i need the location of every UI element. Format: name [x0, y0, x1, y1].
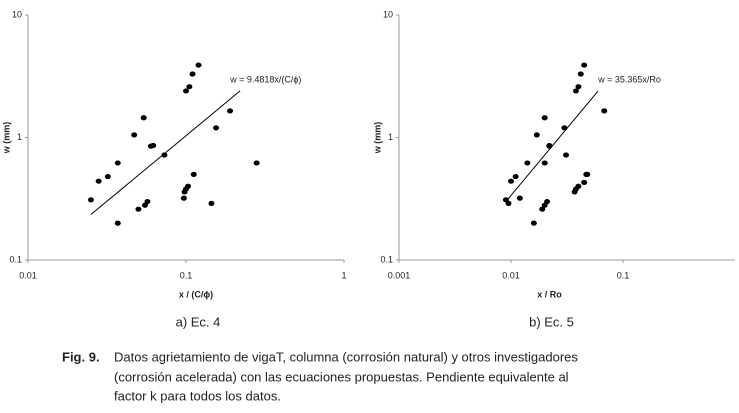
point — [144, 198, 151, 205]
point — [161, 152, 168, 158]
point — [544, 198, 551, 205]
x-tick-label: 0.1 — [180, 270, 193, 280]
point — [584, 171, 591, 177]
point — [530, 220, 537, 226]
point — [253, 160, 260, 166]
y-tick-label: 10 — [12, 9, 22, 19]
figure-caption: Datos agrietamiento de vigaT, columna (c… — [114, 349, 578, 364]
point — [183, 88, 189, 94]
y-axis-title: w (mm) — [372, 122, 382, 155]
caption: a) Ec. 4 — [176, 314, 221, 329]
point — [114, 160, 121, 166]
point — [563, 152, 570, 158]
trendline-equation: w = 9.4818x/(C/ϕ) — [229, 74, 301, 84]
point — [546, 142, 553, 149]
point — [601, 108, 608, 114]
y-tick-label: 0.1 — [9, 254, 22, 264]
point — [189, 71, 196, 77]
point — [135, 206, 142, 212]
point — [180, 195, 187, 201]
point — [577, 71, 584, 77]
y-tick-label: 1 — [388, 132, 393, 142]
x-tick-label: 0.1 — [617, 270, 630, 280]
x-tick-label: 0.01 — [502, 270, 520, 280]
point — [575, 84, 582, 90]
y-axis-title: w (mm) — [1, 122, 11, 155]
x-axis-title: x / Ro — [537, 289, 562, 299]
point — [95, 178, 102, 184]
y-tick-label: 1 — [17, 132, 22, 142]
point — [150, 142, 157, 149]
y-tick-label: 0.1 — [380, 254, 393, 264]
point — [581, 179, 588, 186]
point — [539, 206, 546, 212]
x-axis-title: x / (C/ϕ) — [179, 289, 213, 299]
point — [561, 125, 568, 131]
point — [541, 160, 548, 166]
point — [508, 178, 514, 184]
point — [190, 171, 197, 177]
figure-caption: (corrosión acelerada) con las ecuaciones… — [114, 369, 569, 384]
point — [581, 62, 588, 68]
trendline — [90, 90, 241, 215]
point — [227, 108, 234, 114]
point — [87, 197, 94, 203]
point — [186, 84, 193, 90]
point — [505, 200, 512, 206]
point — [104, 173, 111, 180]
point — [575, 183, 582, 189]
trendline — [505, 90, 599, 202]
point — [541, 115, 548, 121]
caption: b) Ec. 5 — [529, 314, 574, 329]
point — [195, 62, 202, 68]
point — [208, 200, 215, 206]
x-tick-label: 1 — [341, 270, 346, 280]
x-tick-label: 0.001 — [388, 270, 411, 280]
point — [213, 125, 220, 131]
point — [140, 115, 147, 121]
point — [572, 88, 579, 94]
y-tick-label: 10 — [383, 9, 393, 19]
point — [516, 195, 523, 201]
figure-label: Fig. 9. — [62, 349, 100, 364]
point — [131, 132, 138, 138]
point — [524, 160, 531, 166]
x-tick-label: 0.01 — [19, 270, 37, 280]
figure-caption: factor k para todos los datos. — [114, 388, 281, 403]
point — [114, 220, 121, 226]
point — [533, 132, 540, 138]
point — [512, 173, 519, 180]
point — [185, 183, 192, 189]
trendline-equation: w = 35.365x/Ro — [597, 74, 661, 84]
